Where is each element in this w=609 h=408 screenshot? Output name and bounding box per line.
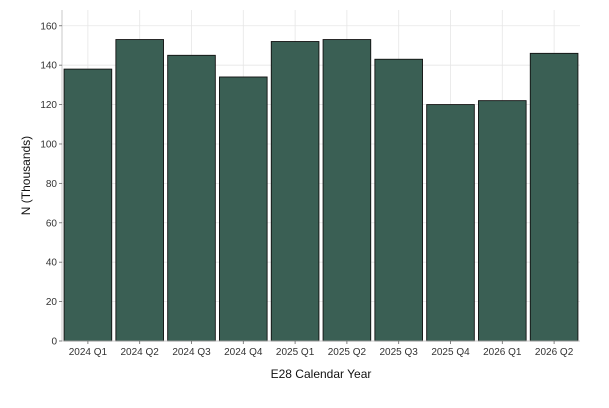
x-tick-label: 2024 Q3 (172, 347, 211, 358)
y-tick-label: 140 (40, 61, 57, 72)
x-axis-title: E28 Calendar Year (271, 367, 372, 381)
bars (63, 39, 579, 342)
x-tick-label: 2025 Q2 (328, 347, 367, 358)
bar-2025-q3 (374, 58, 423, 342)
bar-2024-q2 (115, 39, 164, 342)
y-tick-label: 20 (46, 297, 58, 308)
bar-2026-q1 (478, 100, 527, 342)
y-tick-label: 40 (46, 258, 58, 269)
x-tick-label: 2025 Q4 (431, 347, 470, 358)
y-tick-label: 160 (40, 21, 57, 32)
x-tick-label: 2024 Q1 (69, 347, 108, 358)
bar-2025-q2 (322, 39, 372, 342)
y-tick-label: 100 (40, 139, 57, 150)
bar-2025-q1 (270, 41, 320, 342)
x-axis-ticks: 2024 Q1 2024 Q2 2024 Q3 2024 Q4 2025 Q1 2025 … (69, 341, 574, 358)
bar-2025-q4 (426, 104, 475, 342)
x-tick-label: 2025 Q3 (380, 347, 419, 358)
x-tick-label: 2026 Q1 (483, 347, 522, 358)
bar-2024-q3 (167, 54, 216, 342)
x-tick-label: 2024 Q4 (224, 347, 263, 358)
x-tick-label: 2024 Q2 (121, 347, 160, 358)
y-axis-ticks: 0 20 40 60 80 100 120 140 160 (40, 21, 62, 348)
x-tick-label: 2026 Q2 (535, 347, 574, 358)
bar-2024-q4 (219, 76, 268, 342)
y-tick-label: 0 (51, 337, 57, 348)
x-tick-label: 2025 Q1 (276, 347, 315, 358)
y-tick-label: 80 (46, 179, 58, 190)
y-tick-label: 60 (46, 218, 58, 229)
y-tick-label: 120 (40, 100, 57, 111)
bar-2024-q1 (63, 68, 113, 342)
y-axis-title: N (Thousands) (19, 136, 33, 215)
bar-2026-q2 (529, 52, 579, 342)
